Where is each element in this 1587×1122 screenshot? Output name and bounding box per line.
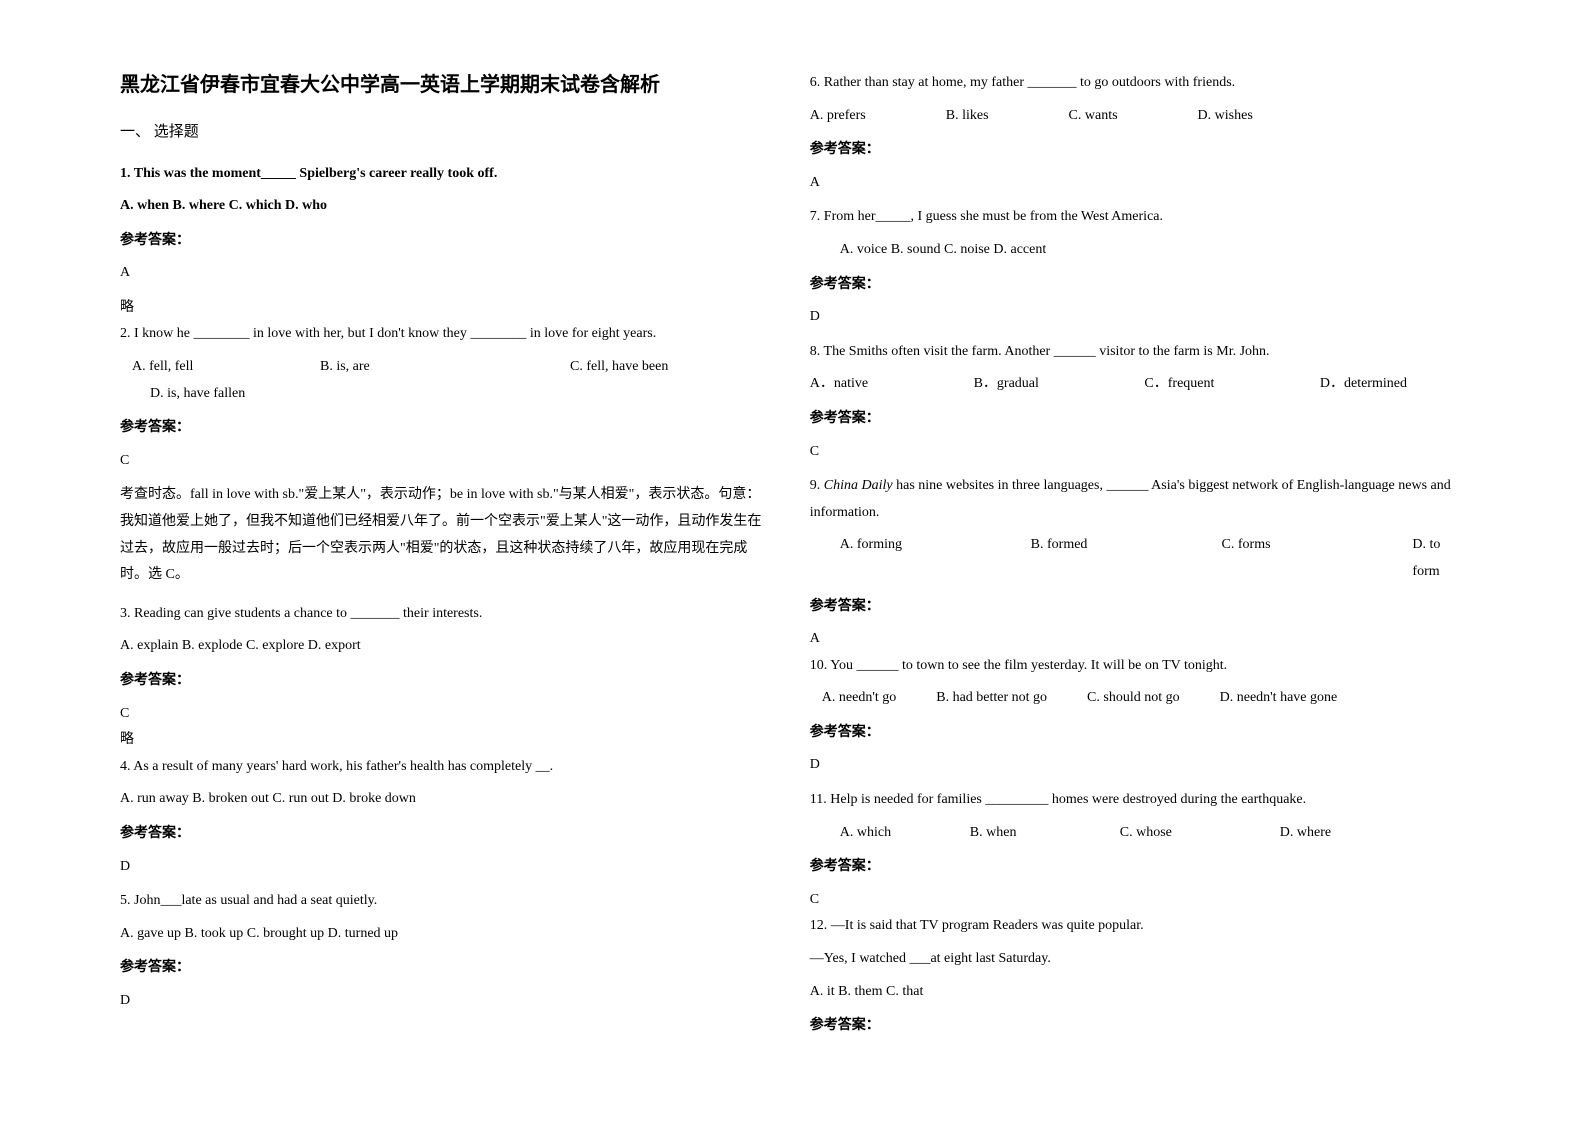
q6-answer: A [810,170,1467,197]
q5-options: A. gave up B. took up C. brought up D. t… [120,921,770,948]
q1-answer-label: 参考答案： [120,228,770,255]
q4-options: A. run away B. broken out C. run out D. … [120,786,770,813]
q10-opt-a: A. needn't go [822,685,896,712]
q8-answer-label: 参考答案： [810,406,1467,433]
q8-answer: C [810,439,1467,466]
q11-opt-a: A. which [840,820,970,847]
q8-opt-d: D．determined [1320,371,1407,398]
section-heading: 一、 选择题 [120,118,770,147]
q1-answer: A [120,260,770,287]
q12-options: A. it B. them C. that [810,979,1467,1006]
q3-omit: 略 [120,727,770,754]
q2-answer: C [120,448,770,475]
q9-answer-label: 参考答案： [810,594,1467,621]
document-title: 黑龙江省伊春市宜春大公中学高一英语上学期期末试卷含解析 [120,70,770,100]
q8-opt-b: B．gradual [974,371,1039,398]
q11-opt-d: D. where [1280,820,1331,847]
q11-options: A. which B. when C. whose D. where [810,820,1467,847]
q4-text: 4. As a result of many years' hard work,… [120,754,770,781]
q12-line1: 12. —It is said that TV program Readers … [810,913,1467,940]
q3-text: 3. Reading can give students a chance to… [120,601,770,628]
q11-answer: C [810,887,1467,914]
q7-answer: D [810,304,1467,331]
q1-text: 1. This was the moment_____ Spielberg's … [120,161,770,188]
q9-options: A. forming B. formed C. forms D. to form [810,532,1467,585]
q7-options: A. voice B. sound C. noise D. accent [810,237,1467,264]
q5-answer: D [120,988,770,1015]
q12-answer-label: 参考答案： [810,1013,1467,1040]
q5-answer-label: 参考答案： [120,955,770,982]
q11-text: 11. Help is needed for families ________… [810,787,1467,814]
q1-omit: 略 [120,295,770,322]
q10-opt-b: B. had better not go [936,685,1047,712]
q10-answer-label: 参考答案： [810,720,1467,747]
q4-answer-label: 参考答案： [120,821,770,848]
q2-answer-label: 参考答案： [120,415,770,442]
q11-answer-label: 参考答案： [810,854,1467,881]
q7-text: 7. From her_____, I guess she must be fr… [810,204,1467,231]
q5-text: 5. John___late as usual and had a seat q… [120,888,770,915]
q6-options: A. prefers B. likes C. wants D. wishes [810,103,1467,130]
q9-italic: China Daily [824,478,893,493]
q2-opt-b: B. is, are [320,354,570,381]
q10-text: 10. You ______ to town to see the film y… [810,653,1467,680]
q9-text: 9. China Daily has nine websites in thre… [810,473,1467,526]
q2-explanation: 考查时态。fall in love with sb."爱上某人"，表示动作；be… [120,482,770,588]
q2-opt-d: D. is, have fallen [120,381,770,408]
q9-answer: A [810,626,1467,653]
q3-answer-label: 参考答案： [120,668,770,695]
q2-text: 2. I know he ________ in love with her, … [120,321,770,348]
q11-opt-c: C. whose [1120,820,1280,847]
q9-prefix: 9. [810,478,824,493]
q2-opt-c: C. fell, have been [570,354,668,381]
q8-opt-c: C．frequent [1144,371,1214,398]
q6-answer-label: 参考答案： [810,137,1467,164]
q6-opt-a: A. prefers [810,103,866,130]
q9-opt-c: C. forms [1222,532,1343,585]
q9-opt-d: D. to form [1412,532,1467,585]
q9-suffix: has nine websites in three languages, __… [810,478,1451,520]
left-column: 黑龙江省伊春市宜春大公中学高一英语上学期期末试卷含解析 一、 选择题 1. Th… [100,70,790,1082]
q4-answer: D [120,854,770,881]
q6-opt-c: C. wants [1069,103,1118,130]
q10-opt-d: D. needn't have gone [1220,685,1338,712]
q6-text: 6. Rather than stay at home, my father _… [810,70,1467,97]
q8-options: A．native B．gradual C．frequent D．determin… [810,371,1467,398]
q3-answer: C [120,701,770,728]
q6-opt-d: D. wishes [1198,103,1253,130]
q9-opt-b: B. formed [1031,532,1152,585]
q1-options: A. when B. where C. which D. who [120,193,770,220]
q8-opt-a: A．native [810,371,868,398]
q6-opt-b: B. likes [946,103,989,130]
q8-text: 8. The Smiths often visit the farm. Anot… [810,339,1467,366]
q3-options: A. explain B. explode C. explore D. expo… [120,633,770,660]
q10-opt-c: C. should not go [1087,685,1180,712]
q12-line2: —Yes, I watched ___at eight last Saturda… [810,946,1467,973]
q7-answer-label: 参考答案： [810,272,1467,299]
q10-answer: D [810,752,1467,779]
q2-opt-a: A. fell, fell [120,354,320,381]
q10-options: A. needn't go B. had better not go C. sh… [810,685,1467,712]
q11-opt-b: B. when [970,820,1120,847]
right-column: 6. Rather than stay at home, my father _… [790,70,1487,1082]
q9-opt-a: A. forming [840,532,961,585]
